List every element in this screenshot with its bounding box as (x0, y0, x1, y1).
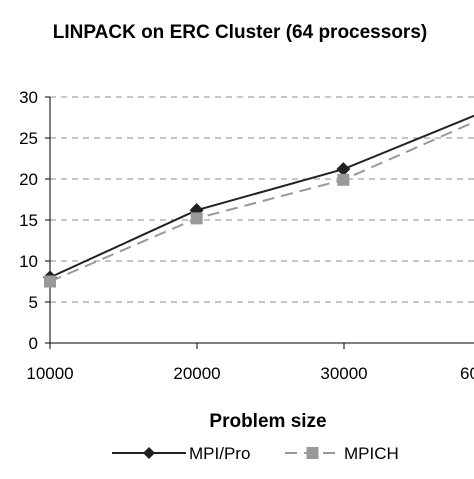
y-tick-label: 5 (29, 293, 38, 312)
legend-label: MPI/Pro (189, 444, 250, 463)
series-line (49, 114, 474, 279)
x-tick-label: 60 (460, 364, 474, 383)
x-tick-label: 10000 (26, 364, 73, 383)
y-tick-label: 30 (19, 88, 38, 107)
legend: MPI/Pro MPICH (112, 444, 399, 463)
y-tick-label: 0 (29, 334, 38, 353)
legend-item: MPI/Pro (112, 444, 250, 463)
data-series (43, 114, 474, 288)
series-mpich (44, 120, 474, 288)
x-tick-label: 20000 (173, 364, 220, 383)
series-line (49, 120, 474, 283)
legend-label: MPICH (344, 444, 399, 463)
y-axis-tick-labels: 0 5 10 15 20 25 30 (19, 88, 38, 353)
y-tick-label: 25 (19, 129, 38, 148)
axes (45, 96, 474, 349)
legend-item: MPICH (285, 444, 399, 463)
y-tick-label: 10 (19, 252, 38, 271)
data-point (336, 162, 351, 177)
x-axis-label: Problem size (209, 411, 326, 432)
data-point (337, 173, 350, 186)
legend-marker (306, 447, 319, 459)
grid-lines (50, 96, 474, 303)
x-axis-tick-labels: 10000 20000 30000 60 (26, 364, 474, 383)
chart-title: LINPACK on ERC Cluster (64 processors) (53, 22, 427, 43)
series-mpi-pro (43, 114, 474, 285)
data-point (190, 212, 203, 225)
legend-marker (143, 447, 155, 459)
y-tick-label: 15 (19, 211, 38, 230)
data-point (44, 275, 56, 288)
y-tick-label: 20 (19, 170, 38, 189)
x-tick-label: 30000 (320, 364, 367, 383)
